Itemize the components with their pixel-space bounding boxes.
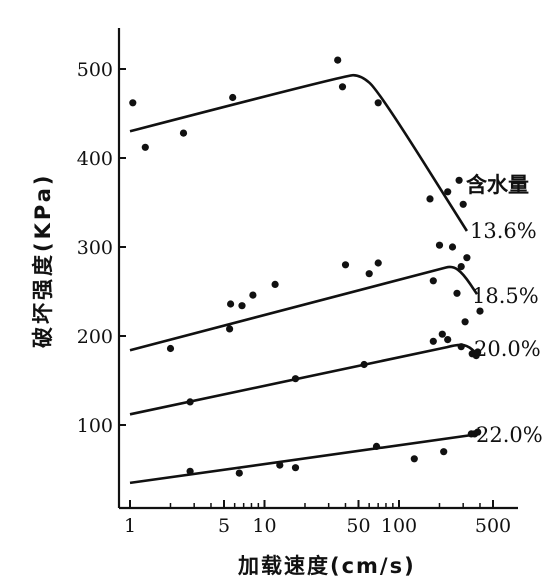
data-point (463, 254, 471, 262)
data-point (429, 277, 437, 285)
data-point (453, 289, 461, 297)
fit-line (129, 432, 481, 485)
series-label: 13.6% (470, 219, 537, 243)
fit-line (129, 343, 478, 416)
data-point (229, 93, 237, 102)
axes (117, 28, 518, 510)
y-tick-label: 300 (77, 237, 113, 259)
data-point (457, 343, 465, 351)
data-point (474, 428, 482, 436)
data-point (276, 461, 284, 469)
legend-title: 含水量 (466, 173, 529, 197)
data-point (129, 99, 137, 107)
data-point (186, 467, 194, 475)
y-axis-title: 破坏强度(KPa) (31, 173, 55, 348)
y-tick-label: 200 (77, 326, 113, 348)
data-points (129, 56, 484, 477)
data-point (365, 270, 373, 278)
y-tick-label: 100 (77, 415, 113, 437)
y-tick-label: 400 (77, 148, 113, 170)
data-point (438, 330, 446, 338)
data-point (429, 337, 437, 345)
data-point (410, 455, 418, 463)
data-point (459, 200, 467, 208)
data-point (444, 188, 452, 196)
data-point (186, 398, 194, 406)
x-tick-label: 50 (346, 515, 370, 537)
data-point (474, 348, 482, 356)
data-point (440, 448, 448, 456)
data-point (291, 375, 300, 383)
x-axis-title: 加载速度(cm/s) (237, 554, 416, 578)
x-tick-label: 500 (475, 515, 511, 537)
data-point (338, 83, 347, 91)
data-point (374, 259, 382, 267)
data-point (334, 56, 342, 64)
x-tick-label: 5 (218, 515, 230, 537)
ticks: 100 200 300 400 500 1 5 10 50 100 500 (77, 59, 511, 537)
data-point (291, 464, 300, 472)
series-label: 20.0% (474, 337, 541, 361)
x-tick-label: 10 (252, 515, 276, 537)
data-point (374, 99, 382, 107)
data-point (476, 307, 484, 315)
x-tick-label: 1 (124, 515, 136, 537)
data-point (235, 469, 243, 477)
data-point (227, 300, 235, 308)
data-point (455, 176, 463, 184)
data-point (271, 280, 279, 288)
data-point (226, 325, 234, 333)
data-point (435, 241, 444, 249)
data-point (461, 318, 469, 326)
x-tick-label: 100 (381, 515, 417, 537)
data-point (444, 336, 452, 344)
data-point (249, 291, 257, 299)
series-labels: 13.6% 18.5% 20.0% 22.0% (470, 219, 543, 447)
data-point (341, 261, 350, 269)
data-point (372, 442, 381, 450)
series-label: 22.0% (476, 423, 543, 447)
fit-line (129, 73, 468, 232)
data-point (360, 360, 368, 369)
data-point (179, 129, 188, 137)
data-point (457, 263, 465, 271)
data-point (448, 243, 457, 251)
data-point (141, 143, 149, 151)
data-point (238, 302, 246, 310)
series-label: 18.5% (472, 284, 539, 308)
data-point (166, 344, 175, 353)
y-tick-label: 500 (77, 59, 113, 81)
fit-line (129, 265, 479, 352)
data-point (426, 195, 434, 203)
